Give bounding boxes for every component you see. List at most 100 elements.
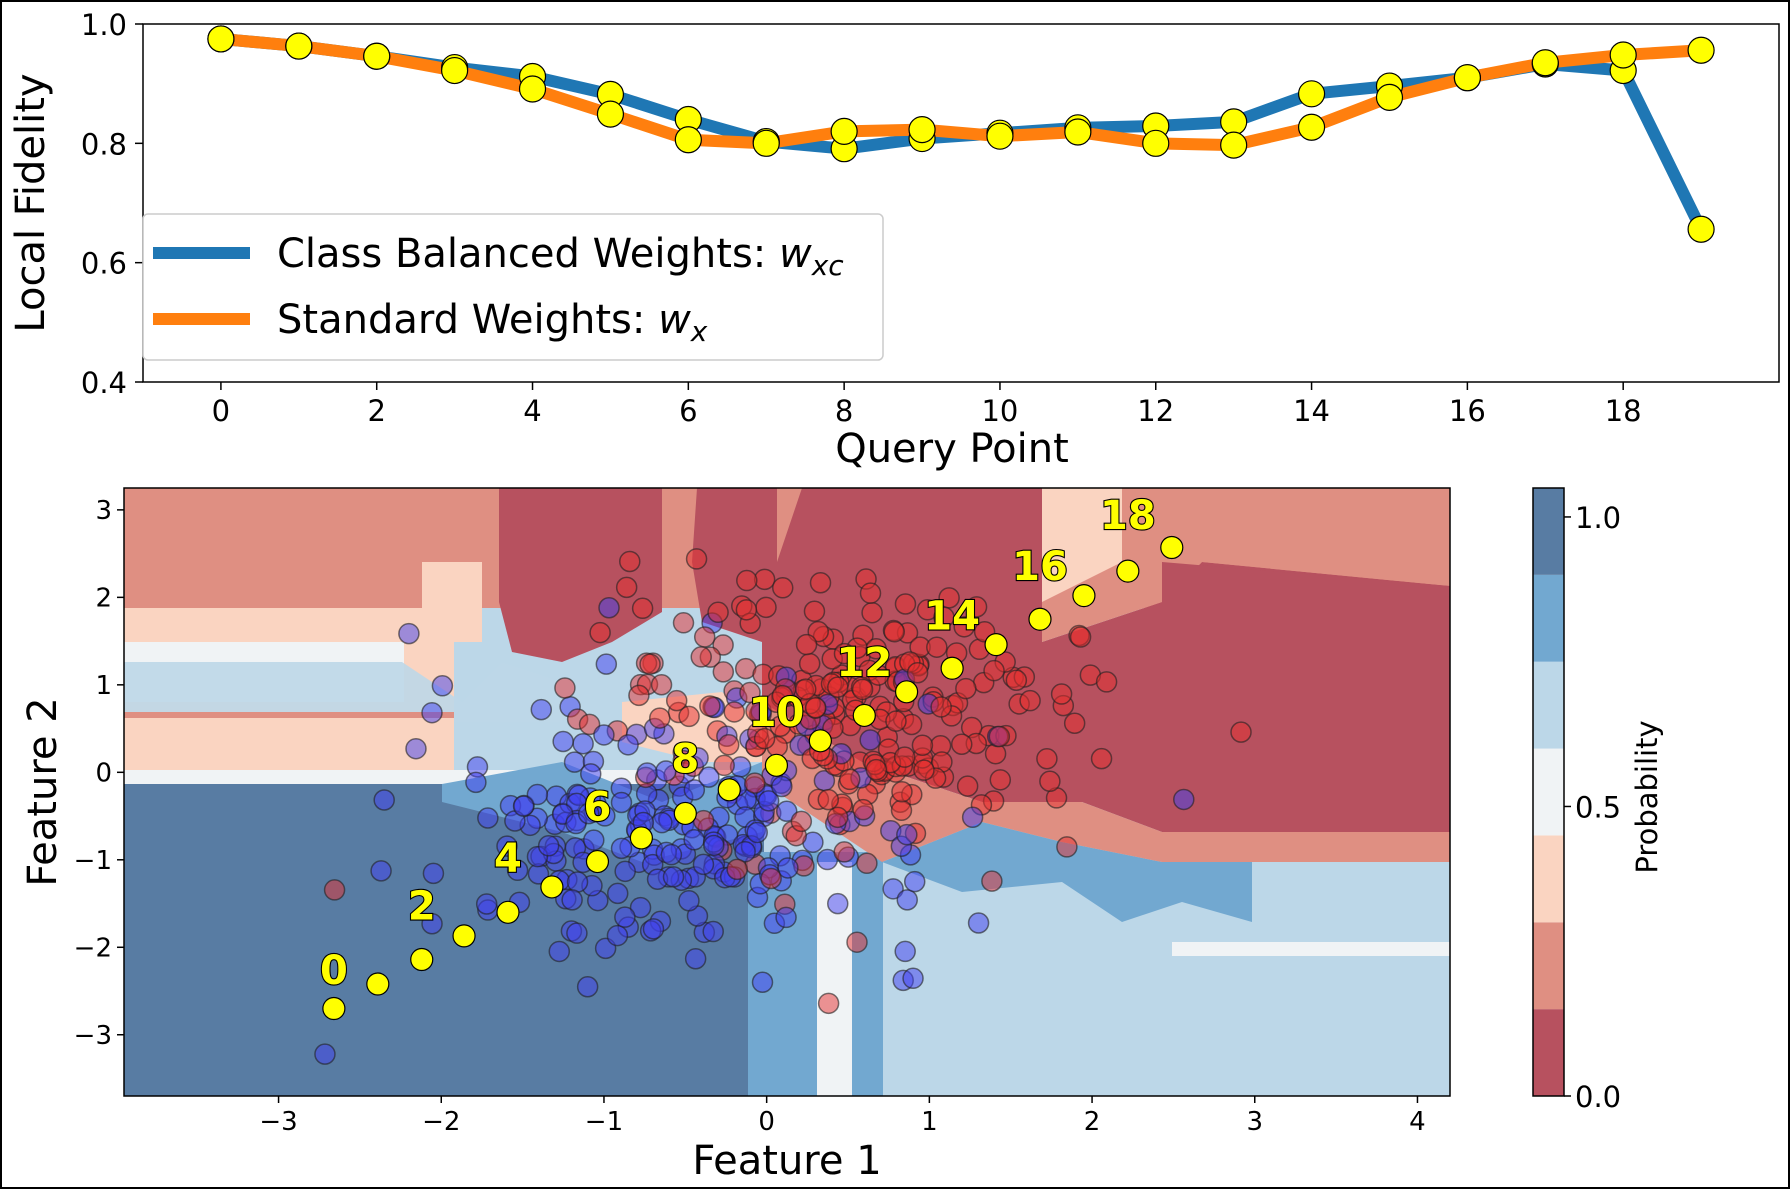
- scatter-plot-area: [123, 487, 1451, 1097]
- training-point-red: [615, 576, 638, 599]
- training-point-blue: [698, 766, 720, 788]
- training-point-red: [983, 659, 1005, 682]
- fidelity-point-series-1: [1064, 118, 1092, 146]
- colorbar-tick-label: 0.0: [1575, 1080, 1621, 1114]
- training-point-blue: [506, 859, 529, 882]
- scatter-x-tick-label: 1: [921, 1107, 938, 1137]
- legend-label-standard: Standard Weights: wx: [277, 297, 708, 348]
- training-point-red: [817, 992, 840, 1015]
- colorbar-level: [1533, 835, 1564, 923]
- query-point-annotation: 2: [408, 883, 436, 929]
- training-point-red: [713, 754, 735, 777]
- training-point-red: [578, 713, 601, 736]
- training-point-blue: [475, 893, 498, 915]
- training-point-red: [672, 749, 695, 772]
- training-point-red: [589, 621, 611, 644]
- contour-left-thin-red: [124, 712, 454, 718]
- training-point-blue: [561, 889, 583, 911]
- training-point-blue: [530, 698, 553, 721]
- training-point-blue: [431, 675, 454, 697]
- training-point-blue: [734, 840, 756, 863]
- training-point-red: [826, 806, 849, 829]
- training-point-red: [707, 601, 729, 624]
- query-point: [673, 801, 697, 826]
- query-point-annotation: 16: [1012, 544, 1068, 590]
- scatter-x-ticks: −3 −2 −1 0 1 2 3 4: [259, 1096, 1426, 1137]
- fidelity-point-series-1: [596, 100, 625, 128]
- colorbar: 0.0 0.5 1.0: [1532, 487, 1621, 1114]
- colorbar-level: [1533, 488, 1564, 575]
- fidelity-point-series-1: [518, 75, 547, 103]
- training-point-red: [753, 568, 776, 591]
- fidelity-point-series-1: [441, 56, 469, 85]
- training-point-red: [1069, 626, 1092, 648]
- training-point-blue: [595, 653, 618, 675]
- training-point-red: [1056, 836, 1078, 858]
- training-point-blue: [902, 967, 924, 990]
- training-point-blue: [398, 622, 420, 645]
- scatter-x-tick-label: 2: [1084, 1107, 1101, 1137]
- fidelity-y-tick-label: 0.8: [81, 127, 127, 161]
- training-point-red: [619, 550, 641, 573]
- training-point-blue: [606, 882, 629, 905]
- training-point-blue: [577, 802, 600, 825]
- training-point-blue: [421, 912, 443, 935]
- training-point-red: [678, 705, 700, 728]
- scatter-y-tick-label: −3: [74, 1021, 112, 1051]
- training-point-blue: [421, 701, 443, 724]
- training-point-red: [745, 700, 767, 722]
- training-point-blue: [678, 889, 700, 912]
- training-point-blue: [496, 835, 518, 857]
- training-point-blue: [692, 853, 715, 876]
- training-point-red: [803, 600, 826, 623]
- query-point: [940, 656, 964, 680]
- fidelity-x-tick-label: 12: [1137, 394, 1174, 428]
- training-point-blue: [757, 790, 780, 812]
- query-point: [894, 680, 919, 704]
- fidelity-point-series-0: [1297, 80, 1326, 108]
- query-points: [322, 535, 1184, 1021]
- training-point-red: [798, 652, 821, 675]
- query-point: [410, 947, 434, 972]
- contour-upper-right-peach: [1042, 488, 1122, 602]
- training-point-red: [933, 606, 955, 628]
- training-point-blue: [537, 835, 560, 857]
- scatter-x-axis-label: Feature 1: [692, 1138, 881, 1184]
- scatter-y-tick-label: 0: [95, 758, 112, 788]
- training-point-red: [953, 616, 975, 638]
- training-point-red: [795, 633, 818, 656]
- fidelity-y-tick-label: 0.6: [81, 247, 127, 281]
- colorbar-level: [1533, 574, 1564, 662]
- fidelity-chart: 0 2 4 6 8 10 12 14 16 18 0.4 0.6 0.8 1.0 Query Point…: [8, 8, 1780, 472]
- training-point-blue: [583, 829, 605, 851]
- training-point-red: [950, 733, 973, 755]
- query-point: [585, 849, 610, 874]
- fidelity-point-series-0: [1220, 108, 1248, 136]
- training-point-red: [628, 684, 650, 707]
- training-point-blue: [636, 762, 658, 784]
- query-point-annotation: 0: [320, 948, 348, 994]
- fidelity-x-tick-label: 2: [367, 394, 385, 428]
- fidelity-x-tick-label: 8: [835, 394, 853, 428]
- training-point-blue: [548, 940, 571, 963]
- training-point-red: [665, 689, 688, 712]
- training-point-red: [930, 696, 952, 718]
- training-point-red: [833, 841, 855, 863]
- training-point-blue: [775, 906, 797, 929]
- training-point-blue: [771, 775, 793, 798]
- contour-left-peach: [124, 712, 454, 770]
- training-point-red: [650, 674, 673, 696]
- fidelity-point-series-1: [207, 25, 235, 53]
- scatter-x-tick-label: 4: [1409, 1107, 1426, 1137]
- colorbar-tick-label: 0.5: [1575, 790, 1621, 824]
- training-point-red: [988, 725, 1011, 748]
- training-point-red: [911, 734, 934, 757]
- scatter-x-tick-label: 0: [758, 1107, 775, 1137]
- training-point-red: [790, 810, 813, 833]
- training-point-red: [865, 758, 888, 781]
- query-point: [1028, 607, 1052, 631]
- training-point-blue: [1173, 788, 1195, 811]
- contour-right-red: [1162, 562, 1450, 832]
- training-point-red: [894, 593, 917, 615]
